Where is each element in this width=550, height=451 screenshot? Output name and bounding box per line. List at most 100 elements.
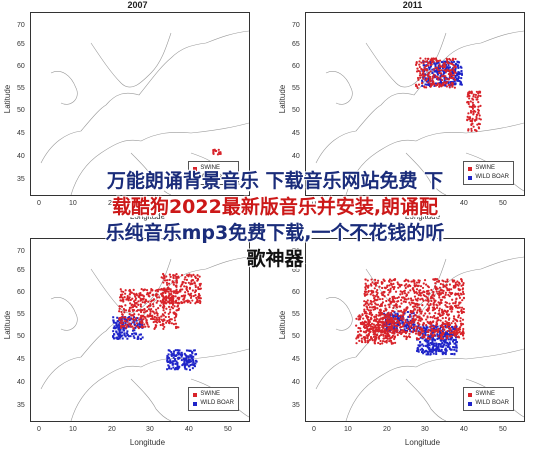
boar-outbreak-point <box>431 348 434 351</box>
swine-outbreak-point <box>477 112 480 115</box>
boar-outbreak-point <box>194 362 197 365</box>
boar-outbreak-point <box>449 342 452 345</box>
boar-outbreak-point <box>167 364 170 367</box>
swine-outbreak-point <box>154 325 157 329</box>
swine-outbreak-point <box>165 321 168 324</box>
swine-outbreak-point <box>403 289 406 292</box>
swine-outbreak-point <box>420 327 423 330</box>
boar-outbreak-point <box>170 367 173 370</box>
swine-outbreak-point <box>366 308 369 311</box>
boar-outbreak-point <box>424 77 427 80</box>
swine-outbreak-point <box>166 279 169 282</box>
swine-outbreak-point <box>400 302 403 305</box>
swine-outbreak-point <box>382 333 385 336</box>
boar-outbreak-point <box>434 325 437 328</box>
boar-outbreak-point <box>119 328 122 331</box>
boar-outbreak-point <box>433 74 436 77</box>
swine-outbreak-point <box>417 322 420 325</box>
boar-outbreak-point <box>457 64 460 67</box>
boar-outbreak-point <box>426 326 429 329</box>
swine-outbreak-point <box>439 282 442 286</box>
swine-outbreak-point <box>179 285 182 288</box>
swine-outbreak-point <box>402 300 405 303</box>
swine-outbreak-point <box>390 324 393 327</box>
swine-outbreak-point <box>181 282 184 286</box>
swine-outbreak-point <box>456 306 460 310</box>
swine-outbreak-point <box>370 327 373 331</box>
swine-outbreak-point <box>453 65 457 68</box>
swine-outbreak-point <box>163 319 166 322</box>
swine-outbreak-point <box>196 301 200 304</box>
swine-outbreak-point <box>189 296 193 299</box>
boar-outbreak-point <box>431 341 434 344</box>
boar-outbreak-point <box>443 60 446 63</box>
swine-outbreak-point <box>194 289 197 292</box>
swine-outbreak-point <box>131 313 134 317</box>
swine-outbreak-point <box>383 279 386 282</box>
swine-outbreak-point <box>448 283 452 286</box>
boar-outbreak-point <box>117 328 120 331</box>
swine-marker-icon <box>468 166 473 171</box>
boar-outbreak-point <box>432 343 435 346</box>
swine-outbreak-point <box>185 278 189 281</box>
swine-outbreak-point <box>219 152 222 156</box>
boar-outbreak-point <box>426 350 429 353</box>
swine-outbreak-point <box>408 301 411 304</box>
swine-outbreak-point <box>432 73 436 76</box>
swine-outbreak-point <box>450 76 453 80</box>
swine-outbreak-point <box>467 128 470 131</box>
boar-outbreak-point <box>441 351 444 354</box>
boar-outbreak-point <box>195 360 198 363</box>
swine-outbreak-point <box>160 301 164 304</box>
swine-outbreak-point <box>474 96 477 99</box>
boar-outbreak-point <box>399 329 402 332</box>
swine-outbreak-point <box>445 286 448 289</box>
boar-outbreak-point <box>428 349 431 352</box>
swine-outbreak-point <box>370 289 373 292</box>
swine-outbreak-point <box>396 281 399 284</box>
boar-outbreak-point <box>444 348 447 351</box>
swine-outbreak-point <box>425 292 429 295</box>
swine-outbreak-point <box>437 78 440 81</box>
x-tick-label: 40 <box>460 426 468 433</box>
swine-outbreak-point <box>393 323 396 327</box>
swine-outbreak-point <box>363 321 366 324</box>
x-tick-label: 10 <box>69 200 77 207</box>
swine-outbreak-point <box>422 75 425 78</box>
y-tick-label: 60 <box>292 289 300 296</box>
boar-outbreak-point <box>438 70 441 73</box>
swine-outbreak-point <box>367 321 370 324</box>
boar-outbreak-point <box>419 348 422 351</box>
swine-outbreak-point <box>407 323 411 326</box>
boar-outbreak-point <box>417 330 420 333</box>
swine-outbreak-point <box>472 105 476 108</box>
swine-outbreak-point <box>147 300 150 303</box>
boar-outbreak-point <box>424 332 427 335</box>
swine-outbreak-point <box>403 297 406 300</box>
boar-outbreak-point <box>166 354 169 357</box>
swine-outbreak-point <box>430 299 433 303</box>
boar-outbreak-point <box>413 323 416 326</box>
swine-outbreak-point <box>446 80 449 83</box>
swine-outbreak-point <box>189 301 192 305</box>
swine-outbreak-point <box>374 328 378 332</box>
swine-outbreak-point <box>183 285 186 288</box>
boar-outbreak-point <box>419 326 422 329</box>
y-tick-label: 60 <box>17 289 25 296</box>
boar-outbreak-point <box>447 344 450 347</box>
swine-outbreak-point <box>373 318 376 321</box>
boar-outbreak-point <box>178 365 181 368</box>
boar-outbreak-point <box>118 326 121 329</box>
boar-outbreak-point <box>455 78 458 81</box>
swine-outbreak-point <box>449 71 452 74</box>
swine-outbreak-point <box>125 298 128 301</box>
swine-outbreak-point <box>400 325 403 329</box>
swine-outbreak-point <box>126 296 129 300</box>
swine-outbreak-point <box>458 296 462 300</box>
swine-outbreak-point <box>186 301 189 304</box>
boar-outbreak-point <box>124 322 127 325</box>
swine-outbreak-point <box>462 292 465 296</box>
boar-outbreak-point <box>167 349 170 352</box>
boar-outbreak-point <box>133 323 136 326</box>
y-tick-label: 55 <box>292 85 300 92</box>
